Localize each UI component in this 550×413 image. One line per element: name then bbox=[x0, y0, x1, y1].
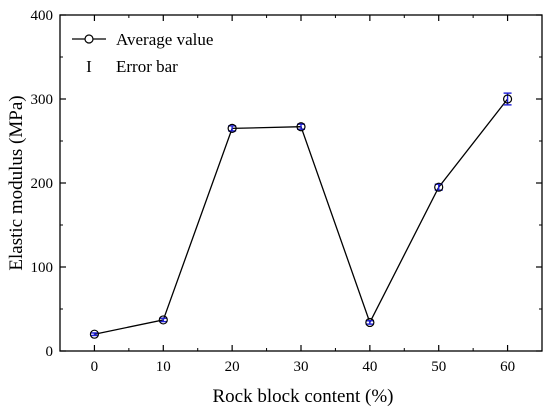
data-point-marker bbox=[227, 123, 237, 133]
series-layer bbox=[89, 92, 513, 339]
y-tick-label: 400 bbox=[31, 8, 54, 24]
data-point-group bbox=[434, 182, 444, 192]
x-tick-label: 0 bbox=[91, 359, 99, 375]
legend-error-bar-swatch: I bbox=[86, 57, 92, 76]
data-point-group bbox=[158, 315, 168, 325]
axis-ticks: 0 10 20 30 40 50 60 0 100 200 300 400 bbox=[31, 8, 542, 375]
x-tick-label: 40 bbox=[362, 359, 377, 375]
data-point-marker bbox=[502, 94, 513, 104]
x-tick-label: 30 bbox=[294, 359, 309, 375]
x-tick-label: 20 bbox=[225, 359, 240, 375]
x-axis-title: Rock block content (%) bbox=[213, 386, 394, 407]
data-point-marker bbox=[296, 122, 306, 132]
x-tick-label: 10 bbox=[156, 359, 171, 375]
y-tick-label: 300 bbox=[31, 92, 54, 108]
data-point-marker bbox=[89, 329, 100, 339]
x-tick-label: 50 bbox=[431, 359, 446, 375]
data-point-group bbox=[296, 122, 306, 132]
legend-marker-swatch bbox=[84, 34, 94, 44]
data-point-group bbox=[227, 123, 237, 133]
y-tick-label: 0 bbox=[46, 344, 54, 360]
y-axis-title: Elastic modulus (MPa) bbox=[6, 95, 27, 270]
data-point-group bbox=[365, 317, 375, 328]
data-point-marker bbox=[434, 182, 444, 192]
y-tick-label: 200 bbox=[31, 176, 54, 192]
data-point-marker bbox=[158, 315, 168, 325]
legend: Average value I Error bar bbox=[72, 30, 213, 76]
x-tick-label: 60 bbox=[500, 359, 515, 375]
data-point-marker bbox=[365, 317, 375, 328]
data-point-group bbox=[502, 92, 513, 106]
legend-error-label: Error bar bbox=[116, 57, 178, 76]
y-tick-label: 100 bbox=[31, 260, 54, 276]
legend-average-label: Average value bbox=[116, 30, 213, 49]
data-point-group bbox=[89, 329, 100, 339]
series-line bbox=[94, 98, 509, 335]
